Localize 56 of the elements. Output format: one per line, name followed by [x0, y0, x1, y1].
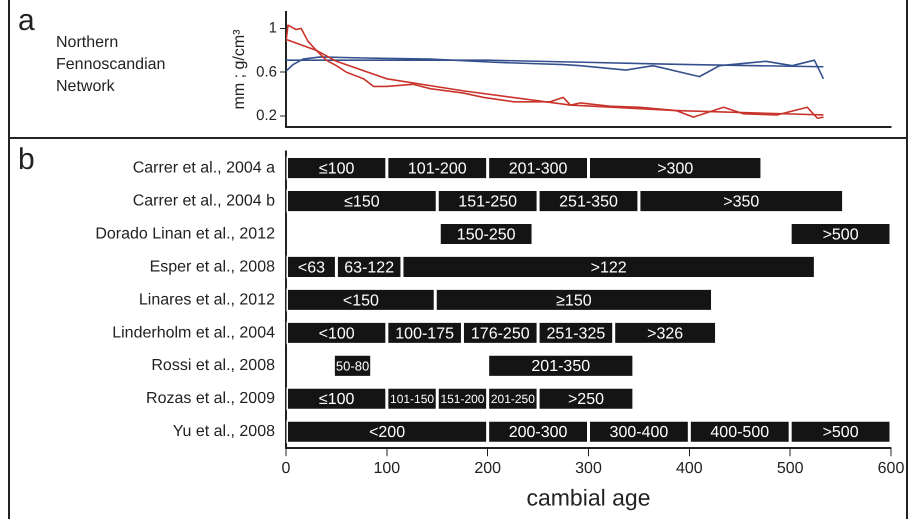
data-label: 100-175 [395, 325, 454, 342]
data-label: >300 [657, 160, 694, 178]
text: Northern Fennoscandian Network [56, 33, 166, 97]
data-label: 300-400 [610, 424, 668, 442]
data-label: 151-250 [458, 193, 518, 210]
data-label: 101-200 [408, 160, 467, 178]
text: a [18, 4, 35, 37]
data-label: 50-80 [336, 358, 370, 374]
data-label: 201-250 [490, 392, 536, 406]
y-tick-label: Carrer et al., 2004 a [132, 159, 276, 176]
y-tick-label: Rossi et al., 2008 [151, 357, 276, 374]
x-tick-label: 500 [776, 460, 804, 478]
y-tick-label: Esper et al., 2008 [150, 258, 276, 276]
x-tick-label: 400 [676, 460, 703, 478]
data-label: 201-350 [531, 358, 590, 376]
data-label: ≥150 [556, 292, 592, 310]
y-tick-label: 0.6 [256, 63, 277, 80]
data-label: 201-300 [508, 160, 568, 178]
x-axis-title: cambial age [526, 484, 651, 511]
data-label: <100 [318, 325, 355, 342]
y-tick-label: 1 [268, 20, 277, 37]
data-label: >122 [590, 259, 627, 276]
data-label: ≤100 [318, 160, 355, 178]
data-label: 176-250 [470, 325, 530, 342]
x-tick-label: 200 [474, 460, 502, 478]
data-label: >500 [822, 424, 859, 442]
y-tick-label: Dorado Linan et al., 2012 [95, 225, 276, 242]
y-tick-label: Linares et al., 2012 [138, 291, 276, 308]
data-label: ≤100 [318, 391, 355, 408]
data-label: ≤150 [344, 193, 380, 210]
y-axis-title: mm ; g/cm³ [231, 28, 248, 110]
x-tick-label: 0 [282, 460, 291, 478]
data-label: 101-150 [390, 392, 434, 406]
data-label: 251-350 [559, 193, 618, 210]
x-tick-label: 300 [575, 460, 602, 478]
x-tick-label: 100 [373, 460, 400, 478]
x-tick-label: 600 [878, 460, 904, 478]
data-label: >350 [723, 193, 760, 210]
data-label: <150 [342, 292, 379, 310]
data-label: >326 [647, 325, 684, 342]
data-label: >500 [822, 226, 859, 244]
data-label: 151-200 [440, 392, 485, 406]
y-tick-label: 0.2 [256, 107, 277, 124]
y-tick-label: Yu et al., 2008 [172, 423, 276, 440]
y-tick-label: Carrer et al., 2004 b [132, 192, 276, 210]
data-label: >250 [568, 391, 604, 408]
data-label: <63 [298, 259, 326, 276]
data-label: 251-325 [546, 325, 606, 342]
data-label: 150-250 [456, 226, 516, 244]
data-label: 400-500 [710, 424, 770, 442]
y-tick-label: Linderholm et al., 2004 [112, 324, 276, 342]
y-tick-label: Rozas et al., 2009 [146, 390, 276, 408]
data-label: <200 [369, 424, 406, 442]
text: b [18, 143, 35, 176]
data-label: 200-300 [508, 424, 568, 442]
data-label: 63-122 [344, 259, 394, 276]
